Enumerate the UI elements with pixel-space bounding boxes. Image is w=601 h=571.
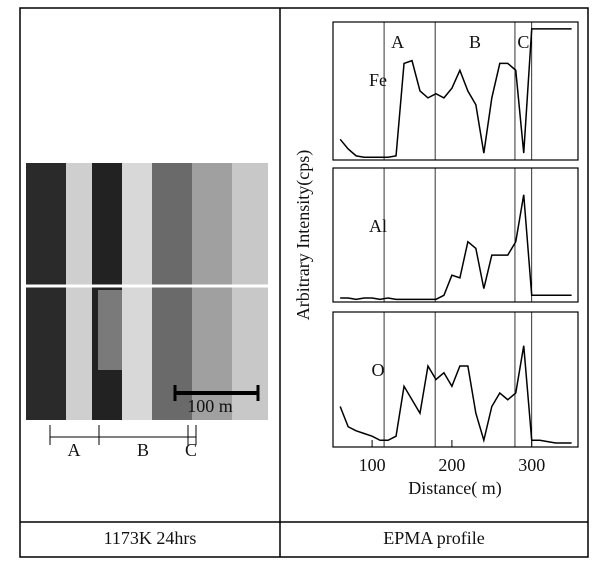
zone-label: C: [185, 440, 197, 460]
caption: EPMA profile: [383, 528, 485, 548]
zone-label: B: [137, 440, 149, 460]
panel-frame: [332, 167, 579, 303]
panel-frame: [332, 311, 579, 448]
zone-label: A: [391, 32, 404, 52]
zone-label: B: [469, 32, 481, 52]
element-label: Fe: [369, 70, 387, 90]
x-axis-label: Distance( m): [408, 478, 501, 499]
profile-line: [339, 28, 572, 158]
x-tick-label: 200: [438, 455, 465, 475]
element-label: O: [372, 360, 385, 380]
profile-line: [340, 194, 572, 301]
panel-frame: [332, 21, 579, 161]
micrograph: 100 m A B C: [26, 163, 268, 460]
zone-label: C: [517, 32, 529, 52]
caption: 1173K 24hrs: [104, 528, 197, 548]
frame: [19, 7, 589, 558]
element-label: Al: [369, 216, 387, 236]
scale-bar-label: 100 m: [187, 396, 233, 416]
zone-label: A: [68, 440, 81, 460]
profile-line: [339, 345, 572, 444]
x-tick-label: 100: [359, 455, 386, 475]
x-tick-label: 300: [518, 455, 545, 475]
y-axis-label: Arbitrary Intensity(cps): [293, 150, 314, 320]
